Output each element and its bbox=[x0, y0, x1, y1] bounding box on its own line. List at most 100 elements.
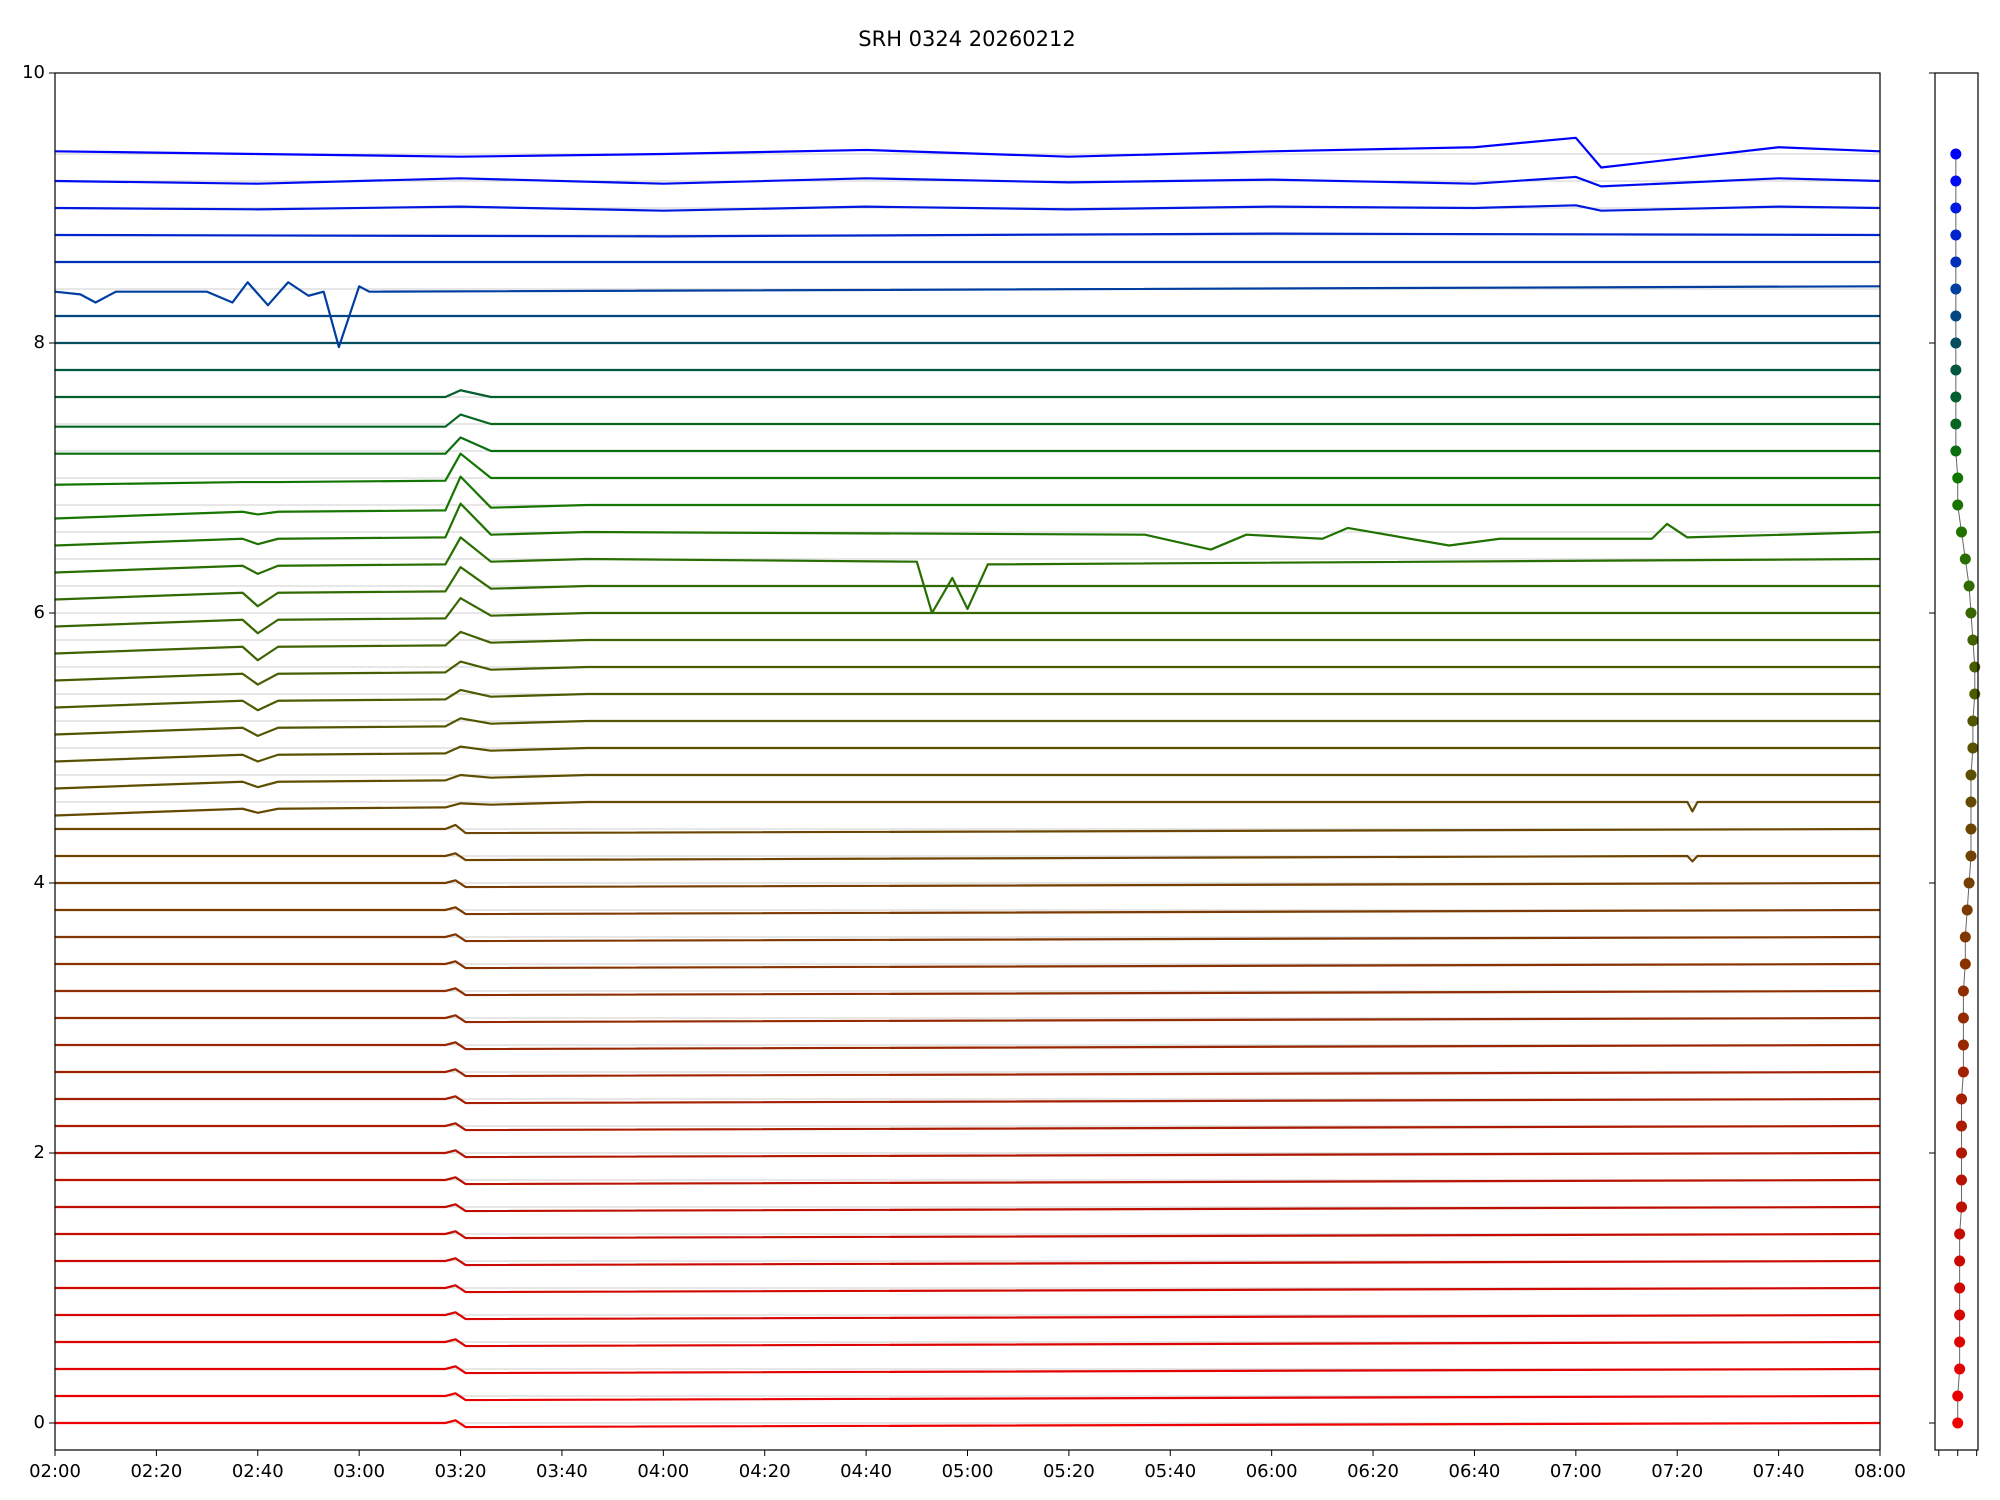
x-tick-label: 07:20 bbox=[1651, 1461, 1703, 1482]
panel-frame bbox=[1934, 72, 1979, 1451]
trace bbox=[54, 688, 1880, 712]
trace bbox=[54, 136, 1881, 169]
y-tick-label: 0 bbox=[34, 1412, 45, 1433]
x-tick-label: 06:40 bbox=[1449, 1461, 1501, 1482]
trace bbox=[55, 1392, 1881, 1402]
dot bbox=[1950, 148, 1962, 160]
dot bbox=[1965, 607, 1977, 619]
trace bbox=[55, 413, 1880, 428]
trace bbox=[55, 823, 1881, 835]
dot bbox=[1961, 904, 1973, 916]
trace bbox=[54, 717, 1880, 737]
dot bbox=[1952, 1390, 1964, 1402]
dot bbox=[1950, 202, 1962, 214]
dot bbox=[1952, 472, 1964, 484]
dot bbox=[1950, 445, 1962, 457]
trace bbox=[54, 660, 1880, 686]
trace bbox=[55, 1014, 1881, 1024]
trace bbox=[55, 987, 1881, 997]
x-tick-label: 04:20 bbox=[739, 1461, 791, 1482]
x-tick-label: 03:20 bbox=[435, 1461, 487, 1482]
x-tick-label: 03:40 bbox=[536, 1461, 588, 1482]
trace bbox=[55, 933, 1881, 943]
dot bbox=[1965, 850, 1977, 862]
trace bbox=[55, 1203, 1881, 1213]
dot bbox=[1959, 553, 1971, 565]
dot bbox=[1965, 769, 1977, 781]
trace bbox=[54, 452, 1880, 486]
trace bbox=[54, 232, 1881, 238]
x-tick-label: 02:20 bbox=[130, 1461, 182, 1482]
x-tick-label: 07:00 bbox=[1550, 1461, 1602, 1482]
plot-frame bbox=[54, 72, 1881, 1451]
trace bbox=[55, 1338, 1881, 1348]
trace bbox=[55, 1122, 1881, 1132]
trace bbox=[54, 597, 1880, 635]
trace bbox=[55, 1176, 1881, 1186]
dot bbox=[1969, 661, 1981, 673]
dot bbox=[1956, 1093, 1968, 1105]
trace bbox=[55, 1284, 1881, 1294]
dot bbox=[1956, 1120, 1968, 1132]
x-tick-label: 02:00 bbox=[29, 1461, 81, 1482]
dot bbox=[1950, 391, 1962, 403]
trace bbox=[55, 1149, 1881, 1159]
dot bbox=[1967, 715, 1979, 727]
trace bbox=[54, 800, 1880, 817]
trace bbox=[54, 502, 1881, 551]
trace bbox=[55, 1311, 1881, 1321]
x-tick-label: 04:00 bbox=[637, 1461, 689, 1482]
dot bbox=[1950, 283, 1962, 295]
x-tick-label: 04:40 bbox=[840, 1461, 892, 1482]
trace bbox=[54, 566, 1880, 608]
dot bbox=[1950, 418, 1962, 430]
x-tick-label: 05:00 bbox=[942, 1461, 994, 1482]
dot bbox=[1950, 175, 1962, 187]
dot bbox=[1967, 634, 1979, 646]
dot bbox=[1956, 1201, 1968, 1213]
dot bbox=[1963, 580, 1975, 592]
dot bbox=[1950, 256, 1962, 268]
trace bbox=[55, 1365, 1881, 1375]
y-tick-label: 6 bbox=[34, 602, 45, 623]
trace bbox=[55, 1419, 1881, 1429]
trace bbox=[55, 389, 1880, 399]
trace bbox=[55, 960, 1881, 970]
chart-title: SRH 0324 20260212 bbox=[858, 27, 1075, 51]
trace bbox=[54, 281, 1881, 349]
dot bbox=[1956, 1147, 1968, 1159]
dot bbox=[1959, 958, 1971, 970]
y-tick-label: 4 bbox=[34, 872, 45, 893]
dot bbox=[1957, 1039, 1969, 1051]
dot bbox=[1965, 823, 1977, 835]
trace bbox=[55, 852, 1880, 863]
trace bbox=[55, 1257, 1881, 1267]
dot bbox=[1950, 364, 1962, 376]
dot bbox=[1952, 1417, 1964, 1429]
dot bbox=[1969, 688, 1981, 700]
x-tick-label: 03:00 bbox=[333, 1461, 385, 1482]
x-tick-label: 02:40 bbox=[232, 1461, 284, 1482]
trace bbox=[55, 436, 1880, 455]
dot bbox=[1965, 796, 1977, 808]
dot bbox=[1956, 526, 1968, 538]
trace bbox=[55, 1230, 1881, 1240]
dot bbox=[1957, 1066, 1969, 1078]
trace bbox=[54, 630, 1880, 662]
trace bbox=[54, 536, 1881, 615]
dot bbox=[1954, 1255, 1966, 1267]
dot bbox=[1954, 1282, 1966, 1294]
dot bbox=[1957, 1012, 1969, 1024]
dot bbox=[1957, 985, 1969, 997]
trace bbox=[54, 475, 1880, 520]
dot bbox=[1963, 877, 1975, 889]
dot bbox=[1952, 499, 1964, 511]
dot bbox=[1954, 1336, 1966, 1348]
x-tick-label: 08:00 bbox=[1854, 1461, 1906, 1482]
x-tick-label: 06:20 bbox=[1347, 1461, 1399, 1482]
dot bbox=[1956, 1174, 1968, 1186]
x-tick-label: 06:00 bbox=[1246, 1461, 1298, 1482]
trace bbox=[54, 773, 1880, 790]
y-tick-label: 8 bbox=[34, 332, 45, 353]
